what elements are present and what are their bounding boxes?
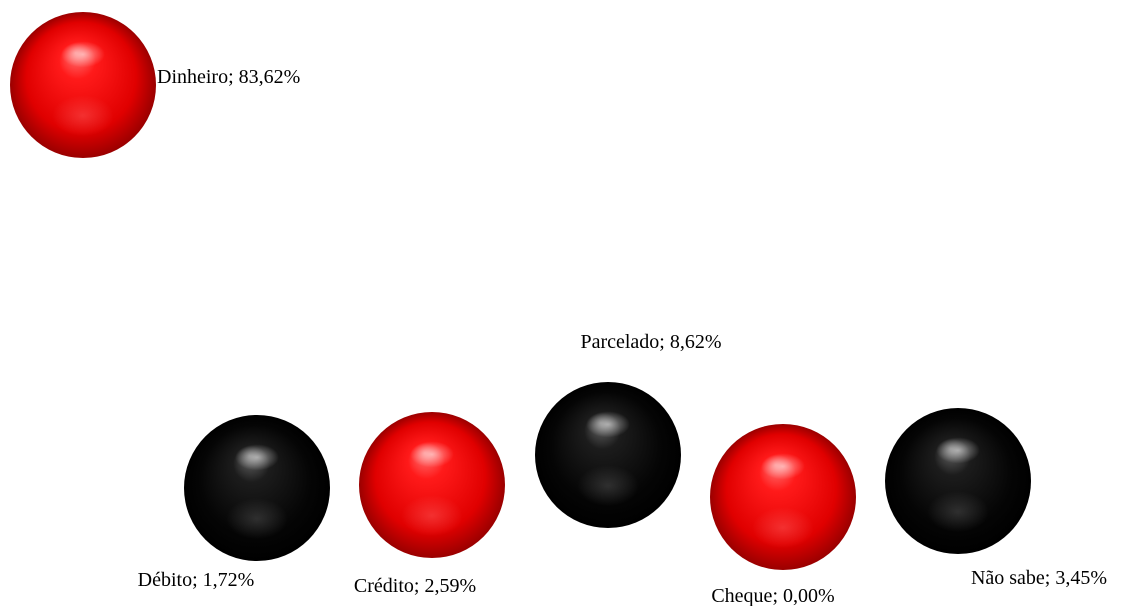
bubble-debito	[184, 415, 330, 561]
bubble-sphere	[710, 424, 856, 570]
bubble-cheque	[710, 424, 856, 570]
bubble-reflection	[577, 465, 638, 506]
bubble-reflection	[752, 507, 813, 548]
bubble-highlight	[586, 411, 630, 437]
bubble-parcelado	[535, 382, 681, 528]
bubble-highlight	[410, 441, 454, 467]
bubble-highlight	[761, 453, 805, 479]
data-label-cheque: Cheque; 0,00%	[711, 585, 834, 606]
data-label-dinheiro: Dinheiro; 83,62%	[157, 66, 300, 88]
data-label-parcelado: Parcelado; 8,62%	[580, 331, 721, 353]
data-label-debito: Débito; 1,72%	[138, 569, 255, 591]
bubble-sphere	[535, 382, 681, 528]
bubble-highlight	[936, 437, 980, 463]
bubble-sphere	[10, 12, 156, 158]
bubble-reflection	[927, 491, 988, 532]
data-label-nao-sabe: Não sabe; 3,45%	[971, 567, 1107, 589]
bubble-highlight	[61, 41, 105, 67]
data-label-credito: Crédito; 2,59%	[354, 575, 476, 597]
bubble-dinheiro	[10, 12, 156, 158]
bubble-reflection	[401, 495, 462, 536]
bubble-sphere	[184, 415, 330, 561]
bubble-reflection	[52, 95, 113, 136]
bubble-credito	[359, 412, 505, 558]
bubble-reflection	[226, 498, 287, 539]
bubble-highlight	[235, 444, 279, 470]
bubble-sphere	[359, 412, 505, 558]
bubble-nao-sabe	[885, 408, 1031, 554]
